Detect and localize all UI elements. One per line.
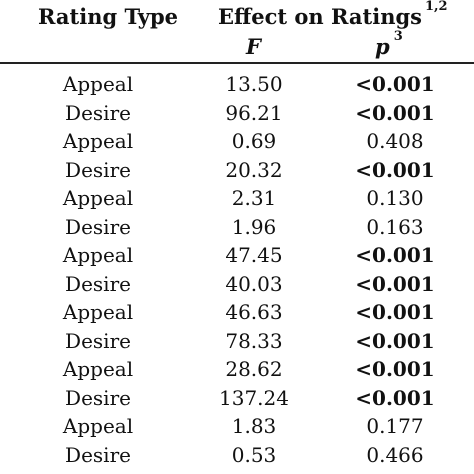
f-cell: 13.50 [225, 72, 283, 96]
header-rule [0, 62, 474, 64]
table-row: Appeal 47.45 <0.001 [0, 241, 474, 270]
rating-type-cell: Desire [65, 328, 131, 353]
table-row: Appeal 0.69 0.408 [0, 127, 474, 156]
rating-type-cell: Desire [65, 271, 131, 296]
p-cell: <0.001 [355, 243, 435, 267]
table-row: Appeal 28.62 <0.001 [0, 355, 474, 384]
header-effect-label: Effect on Ratings [218, 4, 422, 29]
p-cell: <0.001 [355, 300, 435, 324]
table-row: Desire 40.03 <0.001 [0, 270, 474, 299]
table-row: Appeal 46.63 <0.001 [0, 298, 474, 327]
table-row: Desire 96.21 <0.001 [0, 99, 474, 128]
rating-type-cell: Desire [65, 385, 131, 410]
header-p-footnote: 3 [393, 29, 403, 44]
table-row: Desire 1.96 0.163 [0, 213, 474, 242]
f-cell: 47.45 [225, 243, 283, 267]
header-effect-on-ratings: Effect on Ratings 1,2 [218, 0, 448, 29]
f-cell: 0.69 [231, 129, 277, 153]
f-cell: 96.21 [225, 100, 283, 125]
p-cell: 0.163 [366, 214, 424, 239]
f-cell: 1.83 [231, 414, 277, 438]
rating-type-cell: Desire [65, 442, 131, 467]
rating-type-cell: Appeal [62, 243, 134, 267]
p-cell: <0.001 [355, 271, 435, 296]
rating-type-cell: Appeal [62, 414, 134, 438]
p-cell: <0.001 [355, 72, 435, 96]
header-f: F [246, 34, 261, 59]
rating-type-cell: Desire [65, 100, 131, 125]
f-cell: 20.32 [225, 157, 283, 182]
p-cell: <0.001 [355, 357, 435, 381]
header-p-label: p [375, 34, 390, 59]
p-cell: 0.177 [366, 414, 424, 438]
table-row: Appeal 2.31 0.130 [0, 184, 474, 213]
table-row: Desire 20.32 <0.001 [0, 156, 474, 185]
rating-type-cell: Appeal [62, 72, 134, 96]
rating-type-cell: Desire [65, 214, 131, 239]
p-cell: 0.130 [366, 186, 424, 210]
table-row: Desire 0.53 0.466 [0, 441, 474, 470]
rating-type-cell: Appeal [62, 357, 134, 381]
rating-type-cell: Appeal [62, 300, 134, 324]
header-rating-type: Rating Type [38, 4, 179, 29]
p-cell: <0.001 [355, 328, 435, 353]
f-cell: 40.03 [225, 271, 283, 296]
table-row: Appeal 13.50 <0.001 [0, 70, 474, 99]
p-cell: <0.001 [355, 100, 435, 125]
f-cell: 0.53 [231, 442, 277, 467]
table-row: Desire 137.24 <0.001 [0, 384, 474, 413]
p-cell: <0.001 [355, 157, 435, 182]
table-body: Appeal 13.50 <0.001 Desire 96.21 <0.001 Appe… [0, 70, 474, 469]
p-cell: <0.001 [355, 385, 435, 410]
rating-type-cell: Desire [65, 157, 131, 182]
p-cell: 0.408 [366, 129, 424, 153]
table-row: Appeal 1.83 0.177 [0, 412, 474, 441]
f-cell: 46.63 [225, 300, 283, 324]
rating-type-cell: Appeal [62, 186, 134, 210]
f-cell: 1.96 [231, 214, 277, 239]
p-cell: 0.466 [366, 442, 424, 467]
f-cell: 2.31 [231, 186, 277, 210]
f-cell: 137.24 [219, 385, 289, 410]
rating-type-cell: Appeal [62, 129, 134, 153]
table-row: Desire 78.33 <0.001 [0, 327, 474, 356]
f-cell: 28.62 [225, 357, 283, 381]
header-effect-footnote: 1,2 [424, 0, 448, 14]
f-cell: 78.33 [225, 328, 283, 353]
